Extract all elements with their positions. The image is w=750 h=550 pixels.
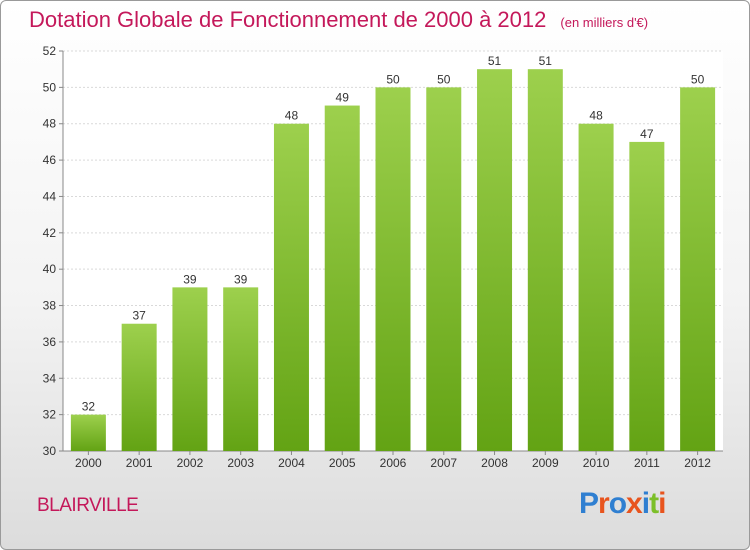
value-labels: 32 37 39 39 48 49 50 50 51 51 48 47 50	[82, 54, 705, 413]
x-tick-label-2003: 2003	[227, 456, 254, 470]
value-label-2004: 48	[285, 109, 299, 123]
proxiti-logo: Proxiti	[579, 487, 666, 521]
bar-2007	[426, 87, 462, 451]
value-label-2012: 50	[691, 72, 705, 86]
value-label-2010: 48	[589, 109, 603, 123]
x-tick-label-2004: 2004	[278, 456, 305, 470]
value-label-2009: 51	[539, 54, 553, 68]
value-label-2008: 51	[488, 54, 502, 68]
bar-2009	[527, 69, 563, 451]
value-label-2002: 39	[183, 272, 197, 286]
x-tick-label-2005: 2005	[329, 456, 356, 470]
x-tick-label-2002: 2002	[177, 456, 204, 470]
logo-letter: i	[641, 487, 650, 520]
bar-2003	[223, 287, 259, 451]
x-tick-label-2010: 2010	[583, 456, 610, 470]
y-tick-labels: 30 32 34 36 38 40 42 44 46 48 50 52	[43, 44, 57, 458]
y-tick-label: 42	[43, 226, 57, 240]
y-tick-label: 46	[43, 153, 57, 167]
title-text: Dotation Globale de Fonctionnement de 20…	[29, 7, 547, 32]
value-label-2007: 50	[437, 72, 451, 86]
logo-letter: P	[579, 487, 599, 520]
value-label-2000: 32	[82, 400, 96, 414]
y-tick-label: 32	[43, 408, 57, 422]
chart-title: Dotation Globale de Fonctionnement de 20…	[29, 7, 648, 33]
logo-letter: i	[658, 487, 666, 520]
bar-2011	[629, 141, 665, 451]
logo-letter: t	[649, 487, 659, 520]
value-label-2003: 39	[234, 272, 248, 286]
y-tick-label: 50	[43, 80, 57, 94]
bar-2001	[121, 323, 157, 451]
value-label-2011: 47	[640, 127, 654, 141]
y-tick-label: 34	[43, 371, 57, 385]
value-label-2001: 37	[132, 309, 146, 323]
bar-2002	[172, 287, 208, 451]
bar-2000	[70, 414, 106, 451]
bars	[70, 69, 716, 452]
value-label-2005: 49	[336, 91, 350, 105]
bar-2010	[578, 123, 614, 452]
y-tick-label: 44	[43, 189, 57, 203]
y-tick-label: 52	[43, 44, 57, 58]
y-tick-label: 30	[43, 444, 57, 458]
bar-2004	[273, 123, 309, 452]
logo-letter: x	[626, 487, 643, 520]
x-tick-label-2007: 2007	[430, 456, 457, 470]
place-name: BLAIRVILLE	[37, 495, 139, 516]
logo-letter: r	[598, 487, 610, 520]
x-tick-label-2008: 2008	[481, 456, 508, 470]
x-tick-label-2011: 2011	[634, 456, 660, 470]
x-tick-labels: 2000 2001 2002 2003 2004 2005 2006 2007 2008 2009…	[75, 456, 711, 470]
title-unit: (en milliers d'€)	[560, 15, 649, 30]
value-label-2006: 50	[386, 72, 400, 86]
bar-2006	[375, 87, 411, 451]
logo-letter: o	[608, 487, 627, 520]
bar-2005	[324, 105, 360, 451]
bar-2012	[680, 87, 716, 451]
x-tick-label-2012: 2012	[684, 456, 711, 470]
y-tick-label: 36	[43, 335, 57, 349]
y-tick-label: 40	[43, 262, 57, 276]
x-tick-label-2001: 2001	[126, 456, 153, 470]
x-tick-label-2009: 2009	[532, 456, 559, 470]
x-tick-label-2000: 2000	[75, 456, 102, 470]
y-tick-label: 38	[43, 299, 57, 313]
x-tick-label-2006: 2006	[380, 456, 407, 470]
bar-2008	[477, 69, 513, 451]
y-tick-label: 48	[43, 117, 57, 131]
